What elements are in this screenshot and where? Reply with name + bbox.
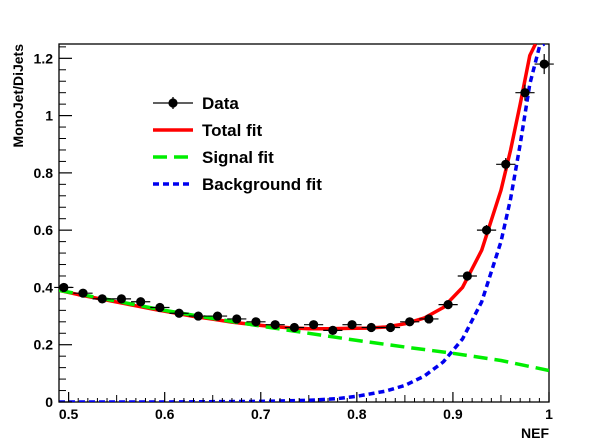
- x-tick-label: 0.7: [251, 406, 271, 422]
- legend-entry-total-fit: Total fit: [153, 121, 262, 140]
- x-tick-label: 1: [545, 406, 553, 422]
- data-point: [380, 322, 401, 333]
- data-point: [131, 297, 151, 307]
- data-point: [304, 320, 324, 330]
- data-point: [150, 302, 170, 313]
- legend-entry-background-fit: Background fit: [153, 175, 322, 194]
- legend-entry-data: Data: [153, 94, 239, 113]
- data-point: [419, 314, 439, 324]
- legend-label: Background fit: [202, 175, 322, 194]
- data-points: [54, 54, 554, 335]
- data-point: [476, 225, 497, 236]
- y-tick-label: 0.4: [34, 279, 54, 295]
- data-point: [284, 322, 304, 333]
- data-point: [111, 294, 132, 304]
- data-point: [342, 320, 362, 330]
- y-tick-label: 1.2: [34, 50, 54, 66]
- data-point: [515, 84, 535, 101]
- y-axis-title: MonoJet/DiJets: [10, 44, 26, 148]
- legend-label: Signal fit: [202, 148, 274, 167]
- data-point: [323, 325, 343, 335]
- data-point: [73, 288, 93, 298]
- legend-label: Total fit: [202, 121, 262, 140]
- fit-curves: [59, 44, 549, 402]
- data-point: [361, 322, 381, 333]
- y-tick-label: 0: [45, 394, 53, 410]
- data-point: [496, 157, 516, 171]
- data-point: [227, 314, 247, 324]
- data-point: [534, 54, 554, 75]
- series-line-background-fit: [59, 44, 546, 402]
- x-tick-label: 0.8: [347, 406, 367, 422]
- data-point: [207, 311, 228, 321]
- legend-entry-signal-fit: Signal fit: [153, 148, 274, 167]
- data-point: [169, 308, 189, 318]
- x-tick-label: 0.9: [443, 406, 463, 422]
- data-point: [92, 294, 112, 304]
- legend-label: Data: [202, 94, 239, 113]
- legend: Data Total fit Signal fit Background fit: [153, 94, 322, 194]
- axes: 0.5 0.6 0.7 0.8 0.9 1 0 0.2 0.4 0.6 0.8 1 1.2: [34, 46, 553, 422]
- x-tick-label: 0.5: [59, 406, 79, 422]
- y-tick-label: 0.6: [34, 222, 54, 238]
- x-tick-label: 0.6: [155, 406, 175, 422]
- series-line-signal-fit: [59, 288, 549, 373]
- y-tick-label: 0.8: [34, 165, 54, 181]
- data-point: [400, 317, 420, 327]
- x-axis-title: NEF: [521, 425, 549, 441]
- y-tick-label: 0.2: [34, 337, 54, 353]
- data-point: [265, 320, 285, 330]
- data-point: [188, 311, 208, 321]
- data-point: [457, 271, 477, 281]
- data-point: [246, 317, 266, 327]
- data-point: [438, 300, 458, 310]
- y-tick-label: 1: [45, 108, 53, 124]
